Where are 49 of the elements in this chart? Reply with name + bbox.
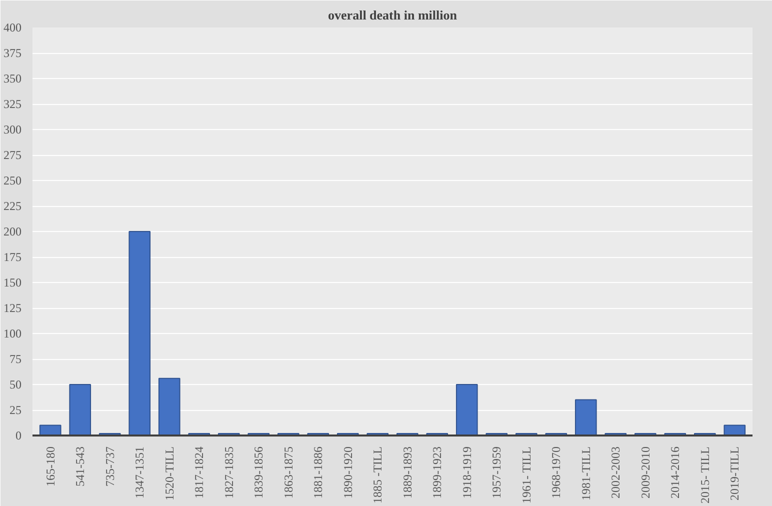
x-tick-label: 2002-2003 bbox=[608, 446, 623, 498]
y-tick-label: 150 bbox=[4, 276, 22, 290]
y-tick-label: 125 bbox=[4, 301, 22, 315]
y-tick-label: 50 bbox=[10, 378, 22, 392]
y-tick-label: 200 bbox=[4, 224, 22, 238]
bar bbox=[724, 424, 746, 436]
x-tick-label: 1918-1919 bbox=[460, 446, 474, 498]
x-tick-label: 2019-TILL bbox=[728, 446, 742, 500]
y-tick-label: 250 bbox=[4, 174, 22, 188]
y-tick-label: 300 bbox=[4, 122, 22, 136]
x-tick-label: 541-543 bbox=[73, 446, 88, 486]
bar bbox=[128, 231, 151, 436]
y-tick-label: 350 bbox=[4, 72, 22, 86]
x-tick-label: 1817-1824 bbox=[192, 446, 206, 498]
x-tick-label: 1520-TILL bbox=[162, 446, 176, 500]
x-tick-label: 1839-1856 bbox=[252, 446, 266, 498]
x-tick-label: 1890-1920 bbox=[340, 446, 355, 498]
x-tick-label: 1885 -TILL bbox=[370, 446, 385, 504]
y-tick-label: 100 bbox=[4, 326, 22, 340]
y-tick-label: 375 bbox=[4, 46, 22, 60]
y-tick-label: 275 bbox=[4, 148, 22, 162]
y-tick-label: 325 bbox=[4, 97, 22, 111]
bar bbox=[574, 399, 597, 436]
x-tick-label: 1889-1893 bbox=[400, 446, 414, 498]
x-tick-label: 2009-2010 bbox=[638, 446, 652, 498]
bar bbox=[158, 378, 180, 436]
y-tick-label: 400 bbox=[4, 20, 22, 34]
x-tick-label: 1957-1959 bbox=[490, 446, 504, 498]
x-tick-label: 735-737 bbox=[102, 446, 117, 486]
y-tick-label: 25 bbox=[10, 403, 22, 417]
bar bbox=[69, 384, 92, 436]
x-tick-label: 1899-1923 bbox=[430, 446, 444, 498]
y-tick-label: 0 bbox=[16, 428, 22, 442]
x-tick-label: 1827-1835 bbox=[222, 446, 236, 498]
chart-title: overall death in million bbox=[328, 8, 458, 22]
x-tick-label: 1347-1351 bbox=[132, 446, 147, 498]
x-tick-label: 2015- TILL bbox=[698, 446, 712, 504]
x-tick-label: 1863-1875 bbox=[281, 446, 296, 498]
y-tick-label: 175 bbox=[4, 250, 22, 264]
x-tick-label: 1961- TILL bbox=[519, 446, 534, 504]
x-tick-label: 2014-2016 bbox=[668, 446, 682, 498]
y-tick-label: 225 bbox=[4, 199, 22, 213]
bar bbox=[39, 424, 62, 436]
x-tick-label: 1968-1970 bbox=[549, 446, 564, 498]
x-tick-label: 1981-TILL bbox=[578, 446, 593, 500]
y-tick-label: 75 bbox=[10, 352, 22, 366]
x-tick-label: 1881-1886 bbox=[311, 446, 326, 498]
x-tick-label: 165-180 bbox=[43, 446, 58, 486]
bar bbox=[456, 384, 478, 436]
